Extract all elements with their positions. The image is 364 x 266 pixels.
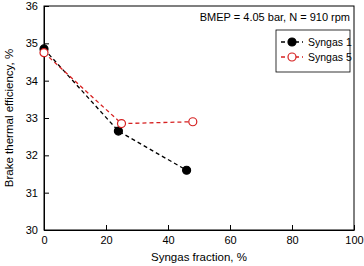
series-line — [44, 49, 187, 170]
plot-frame — [44, 6, 354, 230]
tick-mark — [44, 81, 49, 82]
lines — [44, 49, 193, 170]
tick: 40 — [162, 225, 174, 246]
annotation: BMEP = 4.05 bar, N = 910 rpm — [200, 11, 350, 23]
tick-mark — [168, 225, 169, 230]
legend-label: Syngas 5 — [308, 51, 352, 63]
point — [118, 120, 126, 128]
tick-label: 30 — [26, 224, 38, 236]
tick-mark — [44, 155, 49, 156]
points — [40, 45, 197, 174]
tick: 60 — [224, 225, 236, 246]
tick-label: 31 — [26, 187, 38, 199]
tick-mark — [44, 193, 49, 194]
tick-label: 32 — [26, 149, 38, 161]
tick-label: 40 — [162, 234, 174, 246]
tick-label: 36 — [26, 0, 38, 12]
tick-label: 80 — [286, 234, 298, 246]
tick-mark — [44, 118, 49, 119]
tick-label: 35 — [26, 37, 38, 49]
tick: 100 — [345, 225, 363, 246]
tick-mark — [44, 230, 49, 231]
x-axis: 0 20 40 60 80 100 — [41, 225, 363, 246]
point — [40, 49, 48, 57]
tick-mark — [292, 225, 293, 230]
point — [189, 118, 197, 126]
tick: 20 — [100, 225, 112, 246]
point — [114, 127, 122, 135]
tick-label: 34 — [26, 75, 38, 87]
series-line — [44, 53, 193, 124]
tick-label: 20 — [100, 234, 112, 246]
tick: 36 — [26, 0, 49, 12]
plot: 0 20 40 60 80 100 30 31 32 33 34 35 36 BMEP = 4.05 ba… — [26, 0, 364, 246]
chart: 0 20 40 60 80 100 30 31 32 33 34 35 36 BMEP = 4.05 ba… — [0, 0, 364, 266]
tick: 80 — [286, 225, 298, 246]
tick-mark — [44, 6, 49, 7]
x-axis-line — [45, 230, 355, 231]
tick-label: 33 — [26, 112, 38, 124]
tick-mark — [354, 225, 355, 230]
legend: Syngas 1 Syngas 5 — [276, 30, 352, 72]
tick: 33 — [26, 112, 49, 124]
tick: 34 — [26, 75, 49, 87]
tick: 32 — [26, 149, 49, 161]
tick: 31 — [26, 187, 49, 199]
tick: 30 — [26, 224, 49, 236]
x-axis-title: Syngas fraction, % — [151, 251, 247, 263]
legend-marker — [288, 38, 296, 46]
legend-marker — [288, 53, 296, 61]
tick-mark — [106, 225, 107, 230]
tick-mark — [230, 225, 231, 230]
tick-label: 100 — [345, 234, 363, 246]
y-axis-title: Brake thermal efficiency, % — [3, 49, 15, 187]
tick-label: 60 — [224, 234, 236, 246]
tick-mark — [44, 43, 49, 44]
legend-label: Syngas 1 — [308, 36, 352, 48]
tick-label: 0 — [41, 234, 47, 246]
y-axis: 30 31 32 33 34 35 36 — [26, 0, 49, 236]
point — [183, 166, 191, 174]
